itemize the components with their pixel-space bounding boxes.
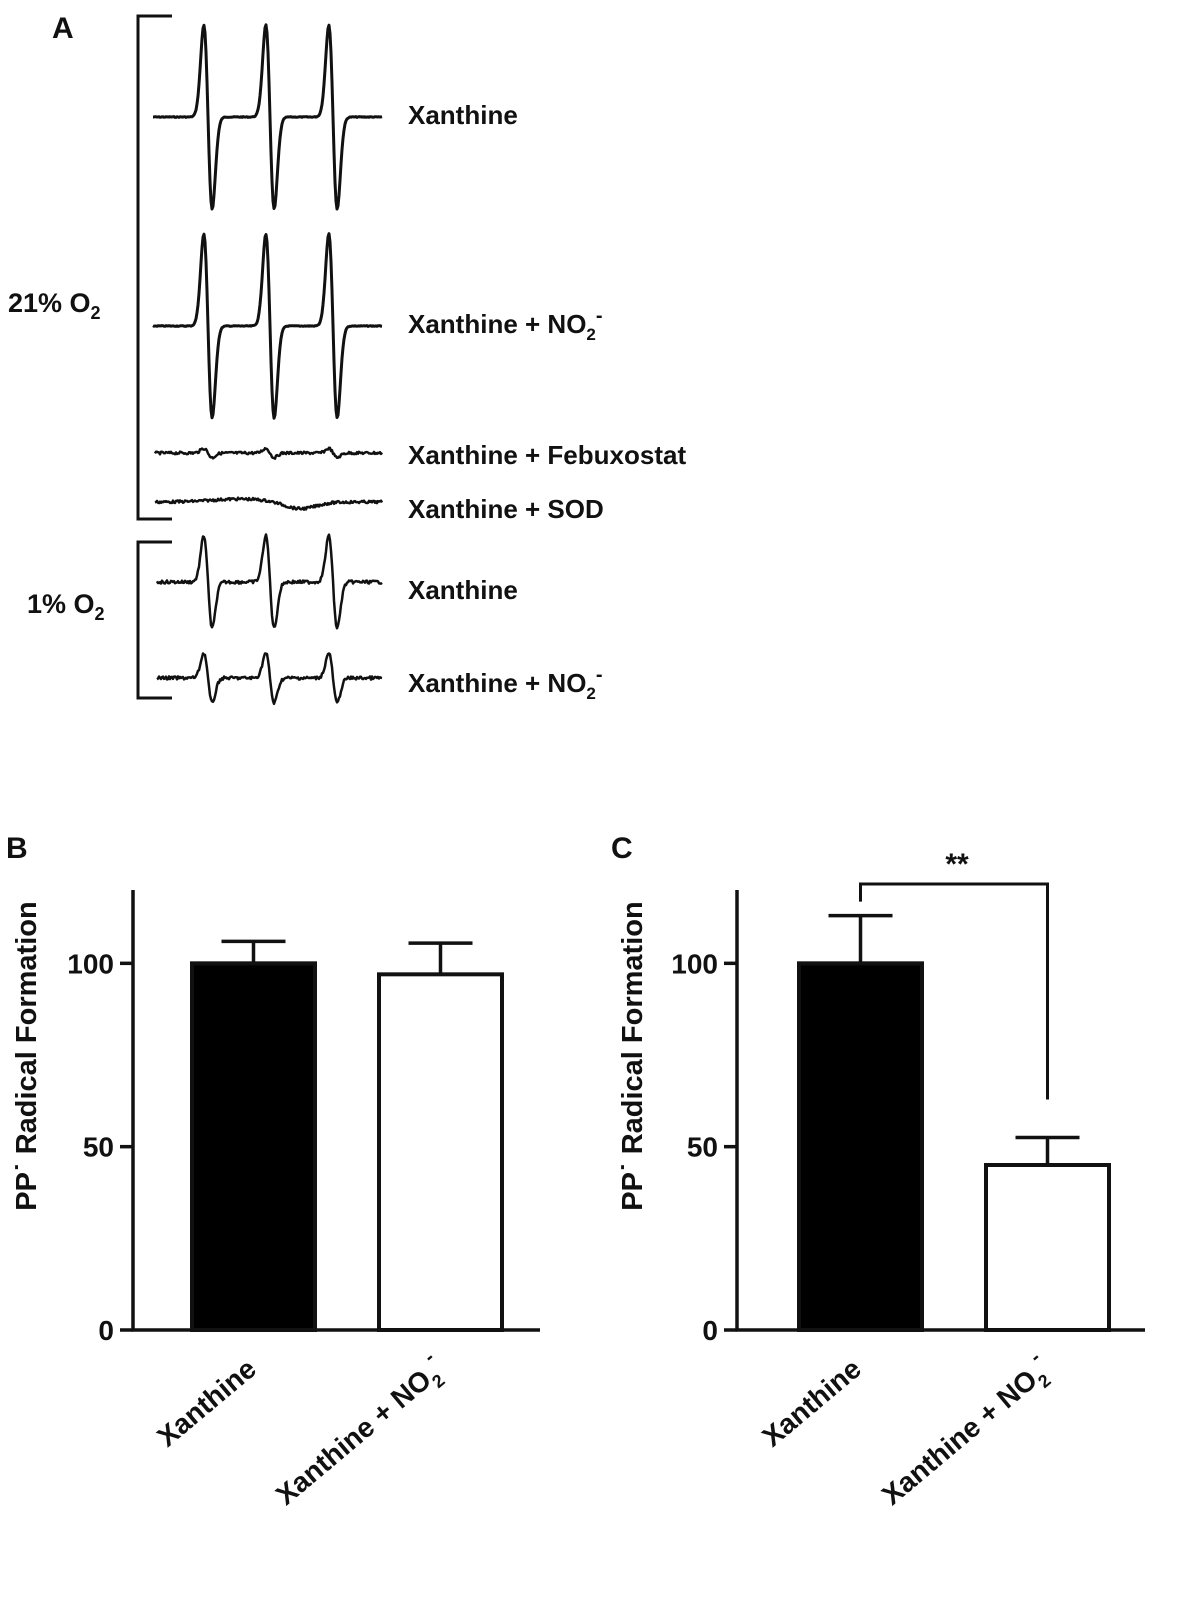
panel-b-x-tick-xanthine-nitrite: Xanthine + NO2- (265, 1347, 454, 1516)
panel-a: A 21% O2 1% O2 Xanthine Xanthine + NO2- … (8, 12, 686, 706)
epr-trace-xanthine-nitrite-21 (152, 232, 383, 420)
panel-c-x-tick-xanthine-nitrite: Xanthine + NO2- (871, 1347, 1060, 1516)
panel-c-y-tick-label-100: 100 (671, 948, 718, 979)
trace-label-xanthine-febuxostat: Xanthine + Febuxostat (408, 440, 686, 470)
panel-b-bar-0 (190, 961, 317, 1332)
epr-trace-xanthine-sod (154, 496, 384, 511)
epr-trace-xanthine-1 (155, 533, 383, 630)
panel-c-x-tick-xanthine: Xanthine (756, 1353, 866, 1453)
panel-c-y-tick-label-0: 0 (702, 1315, 718, 1346)
panel-a-letter: A (52, 12, 74, 45)
panel-b-letter: B (6, 832, 28, 865)
panel-b-bars (190, 939, 504, 1332)
epr-trace-xanthine-nitrite-1 (156, 652, 383, 706)
svg-text:Xanthine + NO2-: Xanthine + NO2- (871, 1347, 1060, 1516)
panel-b: B PP˙ Radical Formation 0 50 100 Xanthine … (6, 832, 540, 1516)
bracket-1-percent-o2 (136, 540, 172, 700)
panel-c-bar-0 (797, 961, 924, 1332)
panel-b-bar-1 (377, 972, 504, 1332)
panel-b-y-tick-label-50: 50 (83, 1132, 114, 1163)
trace-label-xanthine-nitrite-21: Xanthine + NO2- (408, 305, 603, 344)
panel-c-bars: ** (797, 848, 1111, 1332)
trace-label-xanthine-1: Xanthine (408, 575, 518, 605)
svg-text:Xanthine: Xanthine (756, 1353, 866, 1453)
svg-text:Xanthine: Xanthine (151, 1353, 261, 1453)
panel-c-letter: C (611, 832, 633, 865)
bracket-21-percent-o2 (136, 14, 172, 521)
panel-c-y-tick-label-50: 50 (687, 1132, 718, 1163)
trace-label-xanthine-21: Xanthine (408, 100, 518, 130)
panel-c-bar-1 (984, 1163, 1111, 1332)
panel-b-y-axis-title: PP˙ Radical Formation (11, 901, 43, 1210)
svg-text:Xanthine + NO2-: Xanthine + NO2- (265, 1347, 454, 1516)
panel-c-axes: 0 50 100 (671, 890, 1145, 1346)
epr-trace-xanthine-febuxostat (153, 446, 384, 460)
trace-label-xanthine-nitrite-1: Xanthine + NO2- (408, 664, 603, 703)
panel-c-significance-label: ** (945, 848, 969, 881)
panel-b-x-tick-xanthine: Xanthine (151, 1353, 261, 1453)
panel-c-y-axis-title: PP˙ Radical Formation (617, 901, 649, 1210)
panel-b-y-tick-label-100: 100 (67, 948, 114, 979)
trace-label-xanthine-sod: Xanthine + SOD (408, 494, 604, 524)
epr-trace-xanthine-21 (152, 23, 383, 211)
group-label-21-percent-o2: 21% O2 (8, 288, 101, 323)
group-label-1-percent-o2: 1% O2 (27, 589, 105, 624)
panel-b-y-tick-label-0: 0 (98, 1315, 114, 1346)
panel-c: C PP˙ Radical Formation 0 50 100 ** Xanthi… (611, 832, 1145, 1516)
panel-c-significance-bracket (859, 882, 1049, 1100)
